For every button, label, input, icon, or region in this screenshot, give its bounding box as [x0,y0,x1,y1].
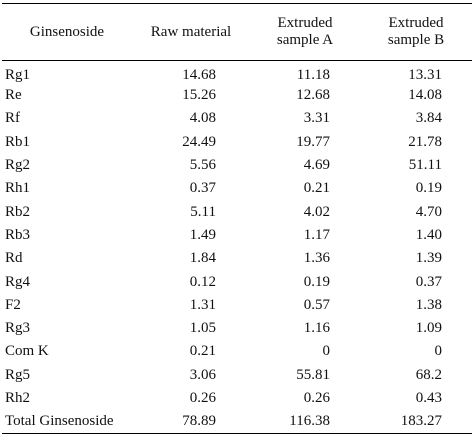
cell-ginsenoside: Rg2 [5,157,31,174]
table-row: Rg4 0.12 0.19 0.37 [2,270,472,293]
cell-raw-material: 3.06 [189,366,216,383]
cell-extruded-b: 0 [434,343,443,360]
cell-extruded-a: 1.17 [303,226,330,243]
table-row: Rb2 5.11 4.02 4.70 [2,200,472,223]
cell-extruded-a: 11.18 [296,67,330,83]
cell-extruded-b: 21.78 [408,133,442,150]
cell-extruded-b: 183.27 [360,410,472,434]
cell-ginsenoside: Rg3 [5,320,31,337]
cell-raw-material: 1.84 [189,250,216,267]
cell-ginsenoside: Rf [5,110,20,127]
cell-raw-material: 1.31 [189,296,216,313]
cell-raw-material: 5.56 [189,157,216,174]
table-body: Rg1 14.68 11.18 13.31 Re 15.26 12.68 14.08 Rf 4.0… [2,61,472,434]
cell-extruded-a: 0.26 [303,390,330,406]
cell-extruded-b: 51.11 [408,157,442,174]
cell-extruded-b: 13.31 [408,67,442,83]
cell-extruded-b: 0.19 [415,180,442,197]
cell-extruded-a: 0.21 [303,180,330,197]
cell-ginsenoside: Rh1 [5,180,31,197]
cell-raw-material: 0.12 [189,273,216,290]
cell-ginsenoside: Rb1 [5,133,31,150]
header-extruded-a: Extruded sample A [250,3,360,61]
cell-ginsenoside: Total Ginsenoside [2,410,132,434]
cell-raw-material: 1.05 [189,320,216,337]
cell-ginsenoside: Rh2 [5,390,31,406]
header-ginsenoside: Ginsenoside [2,3,132,61]
cell-ginsenoside: Rg4 [5,273,31,290]
cell-extruded-a: 1.16 [303,320,330,337]
cell-extruded-a: 0.19 [303,273,330,290]
table-row: Rg2 5.56 4.69 51.11 [2,154,472,177]
header-raw-material: Raw material [132,3,250,61]
header-extruded-b-line2: sample B [387,32,445,48]
cell-extruded-b: 14.08 [408,87,442,104]
cell-extruded-a: 116.38 [250,410,360,434]
table-row: F2 1.31 0.57 1.38 [2,294,472,317]
table-row: Rf 4.08 3.31 3.84 [2,107,472,130]
cell-extruded-b: 0.37 [415,273,442,290]
ginsenoside-table: Ginsenoside Raw material Extruded sample… [2,3,472,434]
cell-extruded-a: 0 [322,343,331,360]
cell-extruded-a: 4.02 [303,203,330,220]
cell-ginsenoside: Rd [5,250,23,267]
cell-raw-material: 0.26 [189,390,216,406]
cell-extruded-b: 4.70 [415,203,442,220]
table-row: Total Ginsenoside 78.89 116.38 183.27 [2,410,472,434]
cell-extruded-a: 3.31 [303,110,330,127]
cell-extruded-a: 1.36 [303,250,330,267]
cell-ginsenoside: Rg5 [5,366,31,383]
table-row: Rb1 24.49 19.77 21.78 [2,131,472,154]
cell-ginsenoside: Rb3 [5,226,31,243]
header-extruded-a-line1: Extruded [277,15,333,31]
header-extruded-b-line1: Extruded [388,15,444,31]
cell-extruded-b: 1.38 [415,296,442,313]
cell-extruded-a: 19.77 [296,133,330,150]
table-row: Rh1 0.37 0.21 0.19 [2,177,472,200]
cell-extruded-a: 0.57 [303,296,330,313]
cell-extruded-b: 1.39 [415,250,442,267]
header-extruded-a-line2: sample A [276,32,334,48]
cell-ginsenoside: Com K [5,343,49,360]
header-row: Ginsenoside Raw material Extruded sample… [2,3,472,61]
cell-extruded-b: 1.09 [415,320,442,337]
cell-raw-material: 5.11 [190,203,216,220]
cell-ginsenoside: F2 [5,296,21,313]
cell-raw-material: 1.49 [189,226,216,243]
cell-extruded-b: 0.43 [415,390,442,406]
cell-ginsenoside: Rg1 [5,67,31,83]
table-row: Rb3 1.49 1.17 1.40 [2,224,472,247]
cell-extruded-a: 4.69 [303,157,330,174]
table-row: Rd 1.84 1.36 1.39 [2,247,472,270]
table-row: Rg3 1.05 1.16 1.09 [2,317,472,340]
header-extruded-b: Extruded sample B [360,3,472,61]
table-row: Re 15.26 12.68 14.08 [2,84,472,107]
cell-raw-material: 24.49 [182,133,216,150]
cell-extruded-b: 3.84 [415,110,442,127]
cell-raw-material: 4.08 [189,110,216,127]
cell-extruded-a: 12.68 [296,87,330,104]
cell-raw-material: 0.37 [189,180,216,197]
cell-extruded-b: 1.40 [415,226,442,243]
table-row: Com K 0.21 0 0 [2,340,472,363]
cell-ginsenoside: Re [5,87,22,104]
cell-ginsenoside: Rb2 [5,203,31,220]
cell-raw-material: 14.68 [182,67,216,83]
table-row: Rh2 0.26 0.26 0.43 [2,387,472,410]
cell-raw-material: 15.26 [182,87,216,104]
table-header: Ginsenoside Raw material Extruded sample… [2,3,472,61]
table-row: Rg1 14.68 11.18 13.31 [2,61,472,85]
cell-raw-material: 78.89 [132,410,250,434]
cell-extruded-b: 68.2 [415,366,442,383]
cell-extruded-a: 55.81 [296,366,330,383]
table-row: Rg5 3.06 55.81 68.2 [2,364,472,387]
cell-raw-material: 0.21 [189,343,216,360]
